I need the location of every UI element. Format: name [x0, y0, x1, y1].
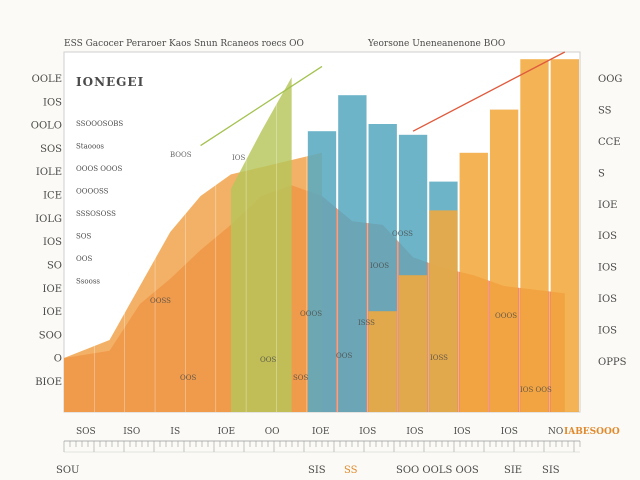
x-tick: IOS	[501, 427, 518, 437]
inner-label: SOS	[293, 374, 309, 382]
y-tick-right: OOG	[598, 74, 622, 85]
series-label: SSSOSOSS	[76, 210, 116, 218]
x-tick-bottom: SOU	[56, 465, 79, 476]
x-tick: OO	[265, 427, 280, 437]
bar-series-4-12	[429, 210, 458, 412]
y-tick-left: SOO	[39, 330, 62, 341]
bar-series-4-15	[520, 59, 549, 412]
y-tick-left: O	[54, 354, 62, 365]
x-tick-bottom: SS	[344, 465, 358, 476]
x-tick: IOS	[359, 427, 376, 437]
inner-label: OOOS	[300, 310, 322, 318]
y-tick-right: CCE	[598, 137, 621, 148]
bar-series-3-8	[307, 131, 337, 412]
series-label: Staooos	[76, 143, 104, 151]
y-tick-left: IOS	[43, 97, 62, 108]
bar-series-4-16	[550, 59, 579, 412]
y-tick-right: S	[598, 168, 605, 179]
bar-series-4-14	[489, 109, 519, 412]
x-tick-bottom: SIS	[542, 465, 560, 476]
x-tick-bottom: SIS	[308, 465, 326, 476]
y-tick-right: IOS	[598, 231, 617, 242]
x-tick: IOS	[406, 427, 423, 437]
series-label: OOOOSS	[76, 188, 109, 196]
y-tick-left: IOLE	[36, 167, 62, 178]
inner-label: OOS	[260, 356, 276, 364]
y-tick-right: IOS	[598, 294, 617, 305]
inner-label: OOSS	[150, 297, 171, 305]
x-tick-bottom: SIE	[504, 465, 522, 476]
chart-header-right: Yeorsone Uneneanenone BOO	[367, 39, 505, 49]
y-tick-left: SOS	[40, 144, 62, 155]
corner-label: IABESOOO	[564, 427, 620, 437]
y-tick-left: IOLG	[35, 214, 62, 225]
bar-series-4-11	[398, 275, 428, 412]
y-tick-left: IOS	[43, 237, 62, 248]
series-label: SOS	[76, 233, 92, 241]
y-tick-left: OOLE	[32, 74, 62, 85]
inner-label: OOS	[336, 352, 352, 360]
x-tick: IS	[170, 427, 180, 437]
inner-label: OOSS	[392, 230, 413, 238]
series-label: OOOS OOOS	[76, 165, 122, 173]
x-tick: ISO	[123, 427, 140, 437]
inner-label: IOS	[232, 154, 246, 162]
x-tick: IOE	[312, 427, 330, 437]
y-tick-right: OPPS	[598, 357, 627, 368]
y-tick-left: IOE	[43, 284, 62, 295]
inner-label: IOOS	[370, 262, 389, 270]
x-tick: NO	[548, 427, 563, 437]
series-label: OOS	[76, 255, 92, 263]
series-label: SSOOOSOBS	[76, 120, 123, 128]
series-label: Ssooss	[76, 278, 100, 286]
bar-series-4-10	[368, 311, 397, 412]
inner-label: OOS	[180, 374, 196, 382]
inner-label: ISSS	[358, 319, 375, 327]
y-tick-left: SO	[47, 260, 62, 271]
bar-series-4-13	[459, 152, 488, 413]
inner-label: IOS OOS	[520, 386, 552, 394]
trend-line-1	[412, 51, 566, 132]
trend-line-0	[200, 65, 323, 147]
y-tick-right: IOS	[598, 326, 617, 337]
y-tick-left: BIOE	[35, 377, 62, 388]
panel-title: IONEGEI	[76, 75, 144, 89]
x-tick: IOS	[454, 427, 471, 437]
y-tick-right: IOE	[598, 200, 617, 211]
x-tick: SOS	[76, 427, 96, 437]
y-tick-left: ICE	[43, 191, 62, 202]
x-tick-bottom: SOO OOLS OOS	[396, 465, 479, 476]
chart-header-left: ESS Gacocer Peraroer Kaos Snun Rcaneos r…	[64, 39, 304, 49]
inner-label: IOSS	[430, 354, 448, 362]
y-tick-right: SS	[598, 105, 612, 116]
y-tick-left: OOLO	[31, 121, 62, 132]
x-tick: IOE	[218, 427, 236, 437]
bar-series-3-9	[338, 95, 367, 412]
y-tick-right: IOS	[598, 263, 617, 274]
inner-label: BOOS	[170, 151, 192, 159]
y-tick-left: IOE	[43, 307, 62, 318]
inner-label: OOOS	[495, 312, 517, 320]
